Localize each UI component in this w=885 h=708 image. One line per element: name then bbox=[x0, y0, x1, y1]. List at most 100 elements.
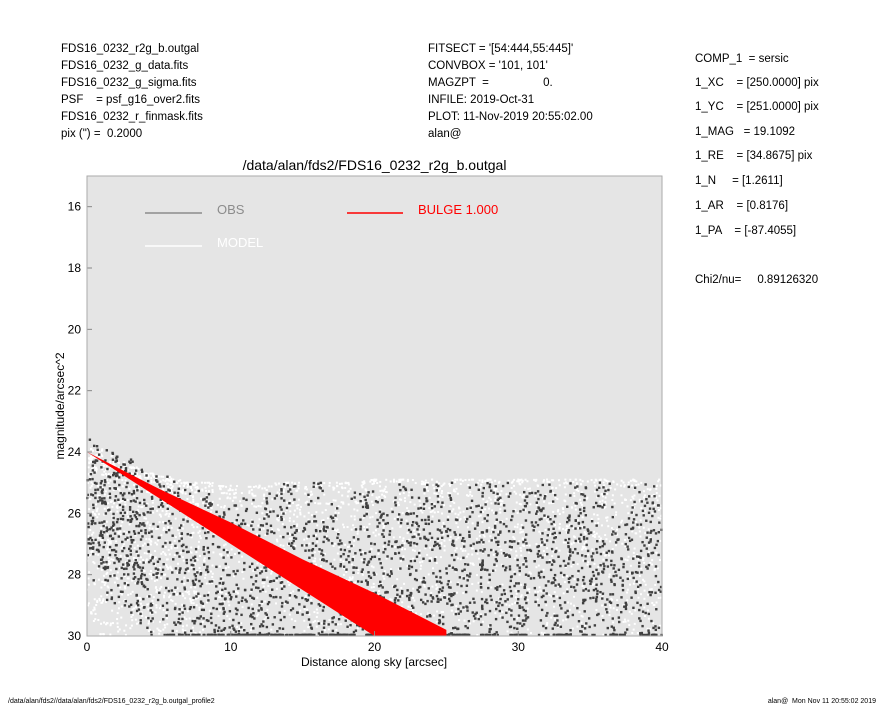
obs-point-jitter bbox=[136, 582, 139, 585]
model-point-jitter bbox=[558, 526, 561, 529]
model-point-jitter bbox=[576, 519, 579, 522]
obs-point-jitter bbox=[202, 545, 205, 549]
obs-point-jitter bbox=[517, 590, 520, 593]
model-point-jitter bbox=[102, 532, 105, 535]
obs-point-jitter bbox=[141, 535, 144, 538]
obs-point-jitter bbox=[553, 623, 556, 627]
model-point bbox=[373, 478, 376, 481]
obs-point-jitter bbox=[524, 538, 527, 542]
model-point-jitter bbox=[126, 499, 129, 502]
model-point-jitter bbox=[348, 579, 351, 582]
obs-point-jitter bbox=[258, 625, 262, 628]
model-point-jitter bbox=[553, 540, 556, 543]
model-point-jitter bbox=[181, 556, 184, 559]
obs-point-jitter bbox=[222, 556, 225, 559]
model-point-jitter bbox=[570, 543, 573, 546]
obs-point-jitter bbox=[185, 633, 188, 637]
model-point-jitter bbox=[592, 534, 595, 537]
obs-point-jitter bbox=[505, 611, 508, 615]
model-point-jitter bbox=[208, 485, 211, 488]
obs-point-jitter bbox=[166, 577, 169, 580]
obs-point-jitter bbox=[86, 493, 89, 497]
model-point-jitter bbox=[382, 575, 385, 578]
model-point-jitter bbox=[646, 488, 649, 491]
obs-point-jitter bbox=[293, 498, 296, 501]
model-point-jitter bbox=[133, 547, 136, 550]
obs-point-jitter bbox=[453, 558, 456, 562]
obs-point-jitter bbox=[219, 633, 222, 637]
model-point-jitter bbox=[150, 570, 153, 573]
model-point-jitter bbox=[203, 557, 206, 560]
obs-point-jitter bbox=[273, 633, 276, 637]
obs-point-jitter bbox=[114, 495, 118, 498]
obs-point-jitter bbox=[460, 539, 464, 542]
obs-point-jitter bbox=[222, 568, 225, 572]
model-point-jitter bbox=[149, 543, 152, 546]
model-point-jitter bbox=[643, 509, 646, 512]
model-point-jitter bbox=[91, 533, 94, 536]
model-point-jitter bbox=[604, 501, 607, 504]
obs-point-jitter bbox=[282, 633, 285, 637]
obs-point-jitter bbox=[112, 529, 115, 532]
model-point-jitter bbox=[166, 482, 169, 485]
model-point-jitter bbox=[335, 629, 338, 632]
obs-point-jitter bbox=[382, 519, 385, 522]
obs-point-jitter bbox=[110, 548, 114, 552]
obs-point-jitter bbox=[112, 521, 115, 524]
obs-point-jitter bbox=[345, 568, 348, 571]
model-point-jitter bbox=[162, 550, 165, 553]
obs-point-jitter bbox=[278, 611, 281, 614]
obs-point-jitter bbox=[401, 544, 404, 547]
model-point-jitter bbox=[558, 484, 561, 487]
obs-point-jitter bbox=[473, 601, 476, 604]
model-point-jitter bbox=[657, 596, 660, 599]
model-point-jitter bbox=[646, 609, 649, 612]
model-point-jitter bbox=[419, 613, 422, 616]
model-point-jitter bbox=[328, 502, 331, 505]
obs-point-jitter bbox=[518, 569, 521, 573]
model-point-jitter bbox=[119, 530, 122, 533]
model-point-jitter bbox=[466, 526, 469, 529]
obs-point-jitter bbox=[361, 628, 364, 631]
obs-point-jitter bbox=[121, 494, 125, 497]
model-point-jitter bbox=[352, 555, 355, 558]
model-point-jitter bbox=[317, 537, 320, 540]
obs-point-jitter bbox=[480, 531, 484, 534]
model-point-jitter bbox=[304, 501, 307, 504]
obs-point-jitter bbox=[192, 583, 195, 586]
model-point-jitter bbox=[136, 544, 139, 547]
obs-point-jitter bbox=[516, 558, 519, 562]
model-point-jitter bbox=[543, 554, 546, 557]
obs-point-jitter bbox=[464, 590, 468, 594]
model-point-jitter bbox=[524, 478, 527, 481]
model-point-jitter bbox=[576, 563, 579, 566]
model-point-jitter bbox=[432, 508, 435, 511]
obs-point-jitter bbox=[204, 531, 207, 535]
obs-point-jitter bbox=[409, 594, 412, 597]
model-point-jitter bbox=[170, 486, 173, 489]
model-point-jitter bbox=[624, 545, 627, 548]
model-point-jitter bbox=[650, 588, 653, 591]
obs-point-jitter bbox=[329, 562, 332, 566]
obs-point-jitter bbox=[424, 537, 428, 541]
obs-point-jitter bbox=[459, 602, 462, 605]
model-point-jitter bbox=[593, 533, 596, 536]
model-point-jitter bbox=[587, 553, 590, 556]
model-point-jitter bbox=[640, 481, 643, 484]
model-point-jitter bbox=[581, 615, 584, 618]
model-point-jitter bbox=[382, 490, 385, 493]
model-point-jitter bbox=[597, 522, 600, 525]
model-point-jitter bbox=[100, 538, 103, 541]
obs-point-jitter bbox=[223, 627, 227, 630]
obs-point-jitter bbox=[310, 602, 313, 605]
obs-point-jitter bbox=[393, 601, 397, 604]
model-point-jitter bbox=[435, 584, 438, 587]
model-point-jitter bbox=[258, 523, 261, 526]
obs-point-jitter bbox=[106, 528, 109, 531]
model-point-jitter bbox=[565, 531, 568, 534]
obs-point-jitter bbox=[446, 602, 449, 605]
model-point-jitter bbox=[145, 587, 148, 590]
obs-point-jitter bbox=[192, 596, 195, 600]
model-point-jitter bbox=[520, 503, 523, 506]
model-point-jitter bbox=[540, 544, 543, 547]
